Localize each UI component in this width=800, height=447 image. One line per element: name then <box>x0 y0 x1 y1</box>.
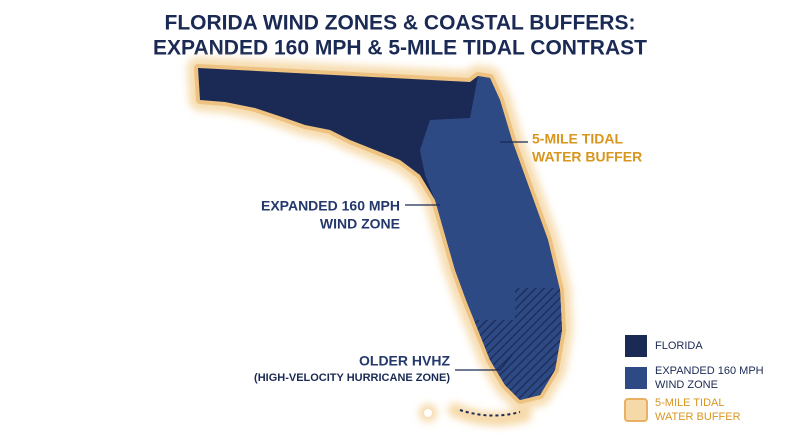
annotation: EXPANDED 160 MPH <box>261 198 400 214</box>
legend: FLORIDA EXPANDED 160 MPH WIND ZONE 5-MIL… <box>624 335 764 423</box>
leader-line <box>455 354 513 371</box>
keys <box>459 409 521 417</box>
legend-swatch <box>625 335 647 357</box>
title: EXPANDED 160 MPH & 5-MILE TIDAL CONTRAST <box>153 37 647 60</box>
annotation: WIND ZONE <box>320 216 400 232</box>
legend-label: 5-MILE TIDAL <box>655 397 725 409</box>
legend-label: WIND ZONE <box>655 379 718 391</box>
legend-label: WATER BUFFER <box>655 411 741 423</box>
annotation: OLDER HVHZ <box>359 353 450 369</box>
annotation: 5-MILE TIDAL <box>532 131 623 147</box>
legend-label: EXPANDED 160 MPH <box>655 365 764 377</box>
legend-label: FLORIDA <box>655 340 703 352</box>
annotation: WATER BUFFER <box>532 149 642 165</box>
legend-swatch <box>625 367 647 389</box>
annotation: (HIGH-VELOCITY HURRICANE ZONE) <box>254 372 450 384</box>
title: FLORIDA WIND ZONES & COASTAL BUFFERS: <box>165 12 636 35</box>
legend-swatch <box>624 398 648 422</box>
island <box>424 409 432 417</box>
